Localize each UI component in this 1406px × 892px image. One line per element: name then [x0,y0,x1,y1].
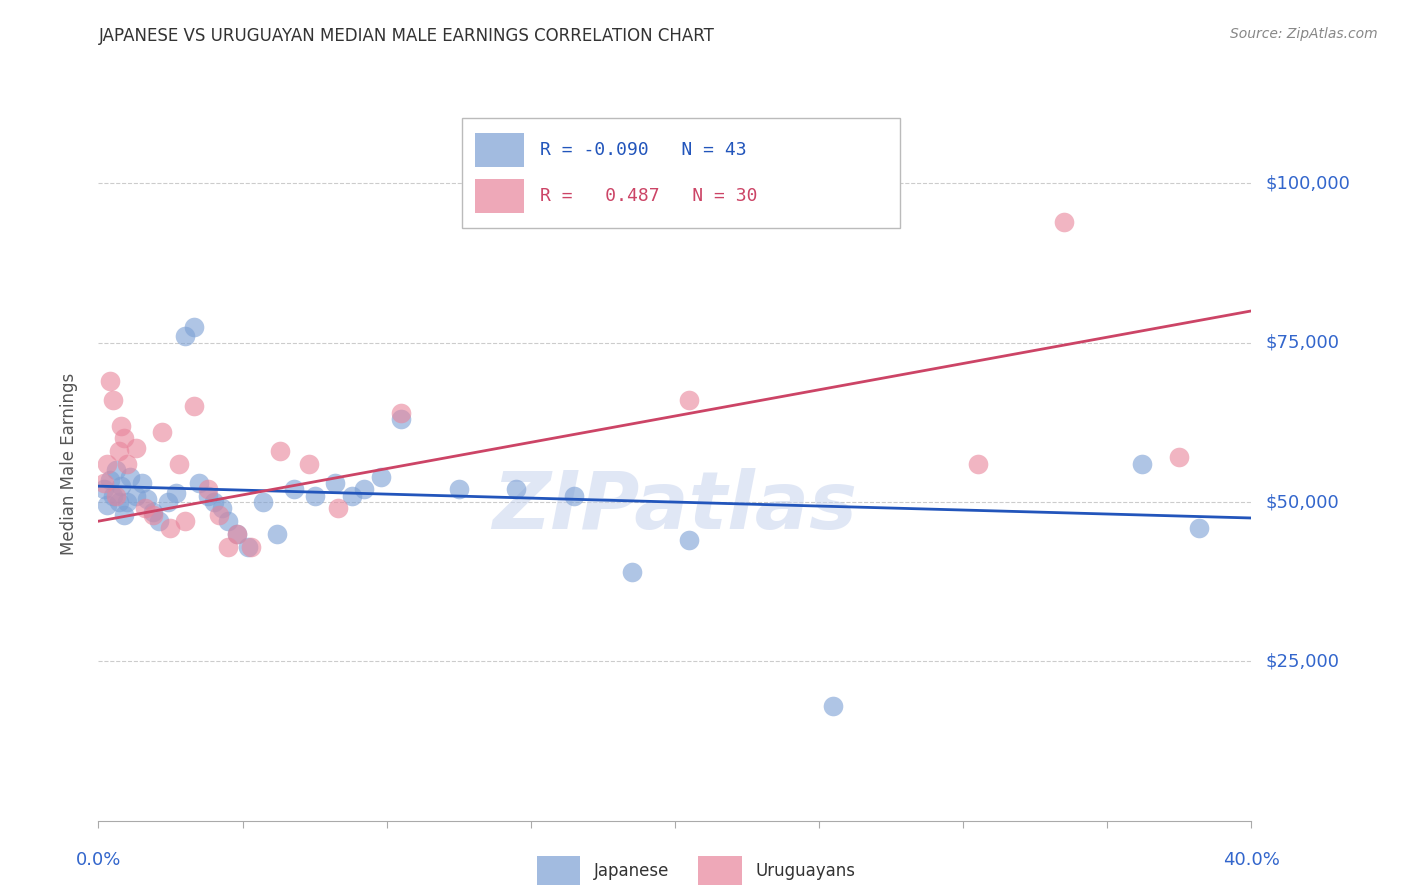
Point [678,393,700,408]
Point [298,457,321,471]
Point [217,540,239,554]
Point [447,483,470,497]
Point [131,475,153,490]
FancyBboxPatch shape [537,856,581,885]
Point [183,319,205,334]
Point [93,475,115,490]
Point [110,479,132,493]
Text: Uruguayans: Uruguayans [755,862,856,880]
Text: $25,000: $25,000 [1265,652,1340,671]
Point [225,527,247,541]
Point [1168,450,1191,465]
Point [174,514,197,528]
Point [117,457,138,471]
Point [269,444,291,458]
Point [197,483,219,497]
Point [966,457,988,471]
Point [225,527,247,541]
Point [98,374,121,388]
Point [240,540,263,554]
Point [104,489,127,503]
Point [142,508,165,522]
FancyBboxPatch shape [461,118,900,228]
Point [101,489,124,503]
Point [211,501,233,516]
Point [101,393,124,408]
Point [505,483,527,497]
Point [823,698,845,713]
Point [1130,457,1153,471]
Text: $75,000: $75,000 [1265,334,1340,351]
Text: ZIPatlas: ZIPatlas [492,467,858,546]
Point [326,501,349,516]
Text: $100,000: $100,000 [1265,175,1350,193]
Point [120,469,142,483]
Point [148,514,170,528]
Text: JAPANESE VS URUGUAYAN MEDIAN MALE EARNINGS CORRELATION CHART: JAPANESE VS URUGUAYAN MEDIAN MALE EARNIN… [98,27,714,45]
Point [283,483,305,497]
Point [110,418,132,433]
Point [202,495,225,509]
Point [107,495,129,509]
Point [104,463,127,477]
Text: Source: ZipAtlas.com: Source: ZipAtlas.com [1230,27,1378,41]
Point [112,508,135,522]
Point [136,491,159,506]
Point [323,475,346,490]
Point [98,473,121,487]
Y-axis label: Median Male Earnings: Median Male Earnings [59,373,77,555]
Point [107,444,129,458]
Point [208,508,231,522]
Point [96,498,118,512]
Point [159,520,181,534]
Point [134,501,156,516]
Point [142,505,165,519]
Point [1188,520,1211,534]
Text: 40.0%: 40.0% [1223,851,1279,869]
Point [183,400,205,414]
Text: Japanese: Japanese [595,862,669,880]
Text: R = -0.090   N = 43: R = -0.090 N = 43 [540,141,747,159]
Point [353,483,375,497]
Point [165,485,187,500]
Point [389,412,412,426]
Point [96,457,118,471]
Point [266,527,288,541]
Text: $50,000: $50,000 [1265,493,1339,511]
Point [125,489,148,503]
Point [174,329,197,343]
Point [125,441,148,455]
Point [167,457,190,471]
Point [340,489,363,503]
Text: R =   0.487   N = 30: R = 0.487 N = 30 [540,187,758,205]
FancyBboxPatch shape [475,133,524,167]
Point [678,533,700,548]
Point [217,514,239,528]
Point [93,483,115,497]
Point [117,495,138,509]
Point [252,495,274,509]
FancyBboxPatch shape [697,856,742,885]
Point [150,425,173,439]
Point [197,489,219,503]
Text: 0.0%: 0.0% [76,851,121,869]
Point [389,406,412,420]
Point [620,565,643,579]
Point [370,469,392,483]
Point [562,489,585,503]
FancyBboxPatch shape [475,179,524,213]
Point [112,431,135,445]
Point [238,540,260,554]
Point [156,495,179,509]
Point [304,489,326,503]
Point [188,475,211,490]
Point [1053,215,1076,229]
